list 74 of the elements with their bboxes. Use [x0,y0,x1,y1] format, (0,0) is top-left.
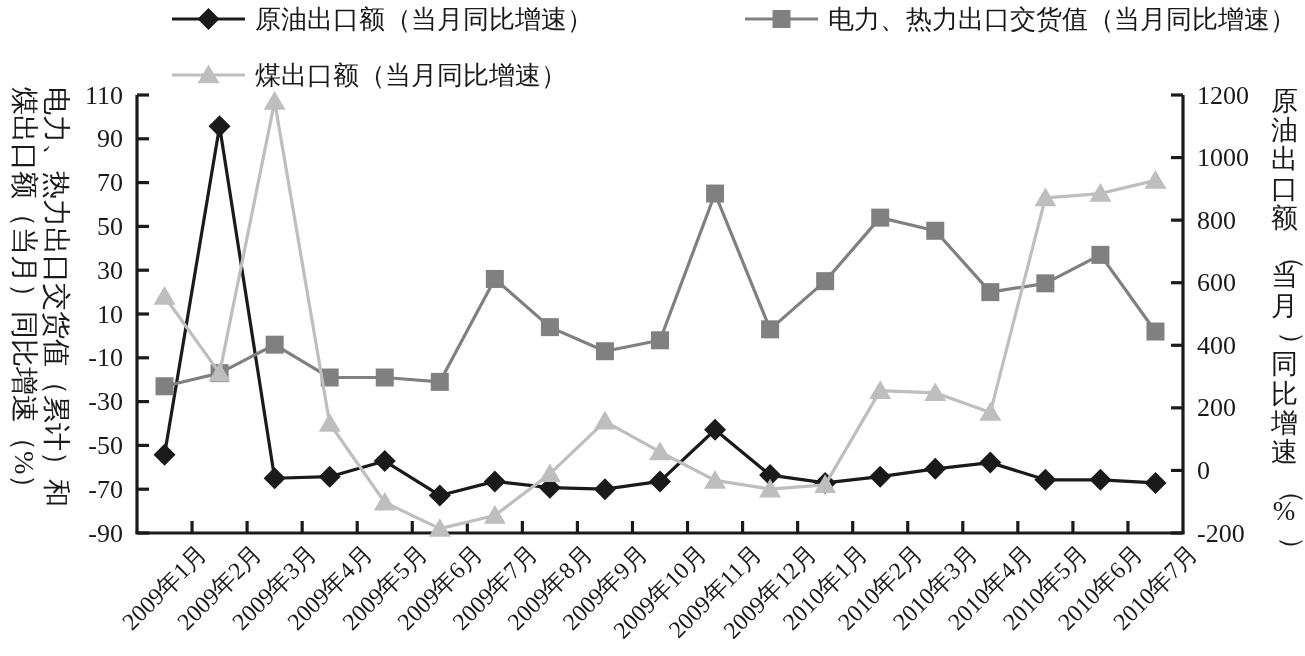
point [1034,187,1057,207]
point [373,450,396,473]
point [979,451,1002,474]
point [265,335,284,354]
point [924,457,947,480]
y2-tick-label: 1000 [1197,143,1249,173]
y-tick-label: -90 [88,518,123,548]
legend-label: 原油出口额（当月同比增速） [255,4,593,34]
point [1034,468,1057,491]
y-tick-label: 50 [97,211,123,241]
point [1146,322,1165,341]
y-tick-label: -30 [88,387,123,417]
point [428,518,451,537]
point [651,331,669,350]
y-tick-label: 110 [84,80,123,110]
point [926,221,945,240]
point [485,269,504,288]
point [595,342,614,361]
point [816,272,835,291]
point [924,382,947,402]
point [761,320,780,339]
point [981,283,1000,302]
point [428,484,451,507]
point [1144,169,1167,189]
point [979,402,1002,421]
point [153,286,176,305]
point [871,208,890,227]
point [759,478,782,498]
point [263,467,286,490]
point [318,413,341,432]
point [1036,274,1055,293]
point [593,410,616,430]
point [373,491,396,511]
y2-tick-label: 600 [1197,268,1236,298]
y2-tick-label: 1200 [1197,80,1249,110]
point [1089,183,1112,202]
point [318,465,341,488]
y-axis-title: 电力、热力出口交货值（累计）和煤出口额（当月）同比增速（%） [9,87,73,507]
y-tick-label: -10 [88,343,123,373]
point [649,441,671,461]
point [430,372,449,391]
point [704,469,727,489]
point [375,368,394,387]
point [704,418,727,441]
y-tick-label: 30 [97,255,123,285]
y-tick-label: 90 [97,124,123,154]
point [153,443,176,466]
point [593,478,616,501]
y-tick-label: 10 [97,299,123,329]
point [706,184,725,203]
point [483,470,506,493]
legend-label: 电力、热力出口交货值（当月同比增速） [828,4,1296,34]
point [208,115,231,138]
point [540,318,559,337]
point [155,377,174,396]
y2-tick-label: 800 [1197,205,1236,235]
point [1091,245,1110,264]
point [483,505,506,524]
point [1144,471,1167,494]
point [1089,468,1112,491]
point [869,380,892,399]
point [649,470,671,493]
y2-tick-label: -200 [1197,518,1245,548]
text: 原油出口额（当月）同比增速（%） [1270,85,1305,563]
legend-label: 煤出口额（当月同比增速） [255,60,567,90]
y2-tick-label: 200 [1197,393,1236,423]
point [263,91,286,110]
y2-tick-label: 0 [1197,455,1210,485]
y-tick-label: -50 [88,430,123,460]
y2-tick-label: 400 [1197,330,1236,360]
point [869,465,892,488]
y-tick-label: 70 [97,168,123,198]
point [538,463,561,483]
y-tick-label: -70 [88,474,123,504]
